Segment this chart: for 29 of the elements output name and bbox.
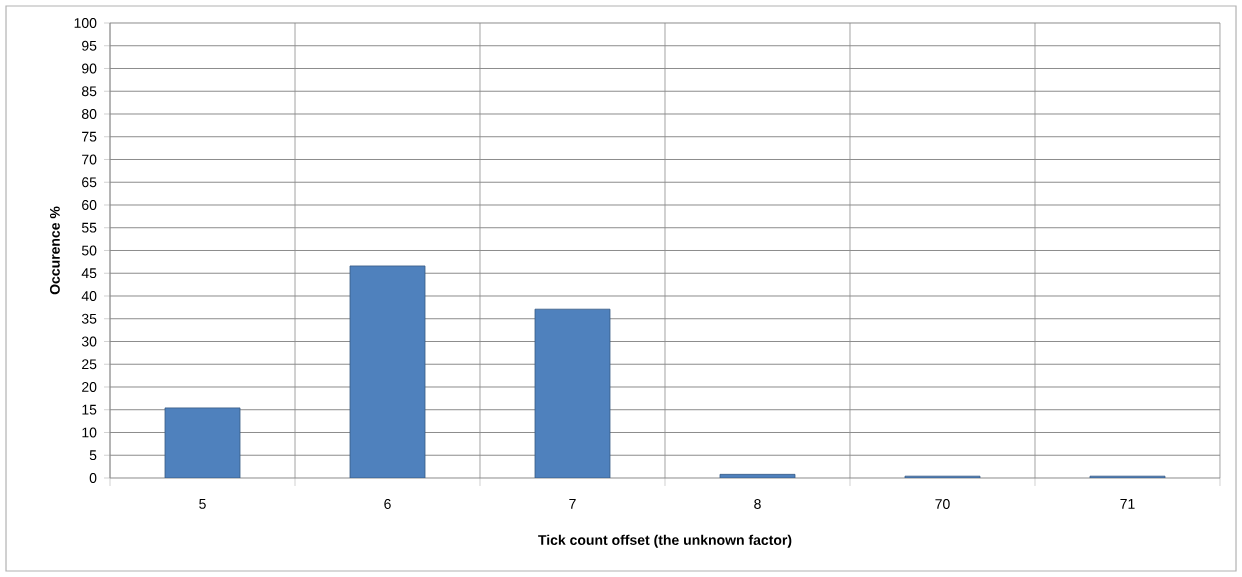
y-tick-label: 95 [82,40,97,51]
y-tick-label: 10 [82,427,97,438]
y-tick-label: 85 [81,86,97,97]
y-tick-label: 15 [82,404,97,415]
y-tick-label: 55 [81,222,97,233]
y-tick-label: 100 [74,18,97,28]
x-tick-label: 71 [1120,499,1135,509]
y-tick-label: 65 [82,177,97,188]
y-tick-label: 40 [81,291,97,301]
y-tick-label: 0 [89,473,97,483]
x-tick-label: 6 [384,499,391,509]
y-tick-label: 35 [81,313,97,324]
y-tick-label: 80 [81,109,97,119]
y-tick-label: 20 [82,382,97,392]
y-tick-label: 25 [82,359,97,370]
x-tick-label: 5 [199,499,206,509]
y-tick-label: 90 [82,63,97,74]
x-tick-label: 8 [754,499,761,509]
y-tick-label: 50 [81,245,97,256]
y-tick-label: 5 [89,450,97,461]
y-tick-label: 60 [82,200,97,210]
y-axis-title: Occurence % [49,206,60,295]
y-tick-label: 75 [82,131,97,142]
x-tick-label: 7 [569,499,576,509]
x-axis-title: Tick count offset (the unknown factor) [538,534,792,548]
y-tick-label: 70 [82,154,97,165]
y-tick-label: 30 [81,336,97,347]
y-tick-label: 45 [81,268,97,279]
x-tick-label: 70 [935,499,950,509]
